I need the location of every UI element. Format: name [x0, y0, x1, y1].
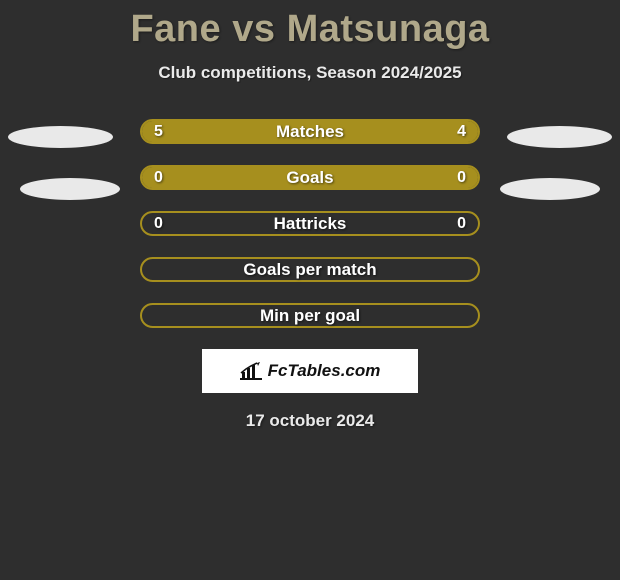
chart-icon [240, 362, 262, 380]
stat-row: Matches 5 4 [140, 119, 480, 144]
decorative-ellipse [507, 126, 612, 148]
stat-label: Min per goal [260, 306, 360, 326]
stat-row-inner: Matches [142, 121, 478, 142]
stat-row: Min per goal [140, 303, 480, 328]
stat-row-inner: Min per goal [142, 305, 478, 326]
player2-name: Matsunaga [287, 8, 490, 50]
stat-row: Goals 0 0 [140, 165, 480, 190]
subtitle: Club competitions, Season 2024/2025 [0, 63, 620, 83]
stat-value-right: 4 [457, 121, 466, 142]
stat-row: Goals per match [140, 257, 480, 282]
stat-value-right: 0 [457, 213, 466, 234]
stat-value-left: 0 [154, 213, 163, 234]
stat-label: Hattricks [274, 214, 347, 234]
stat-label: Matches [276, 122, 344, 142]
date-text: 17 october 2024 [0, 411, 620, 431]
stat-row-inner: Goals [142, 167, 478, 188]
stat-label: Goals per match [243, 260, 376, 280]
badge-text: FcTables.com [268, 361, 381, 381]
decorative-ellipse [500, 178, 600, 200]
comparison-rows: Matches 5 4 Goals 0 0 Hattricks 0 0 Goals per mat… [0, 119, 620, 328]
stat-row-inner: Hattricks [142, 213, 478, 234]
decorative-ellipse [20, 178, 120, 200]
vs-text: vs [232, 8, 275, 50]
source-badge: FcTables.com [202, 349, 418, 393]
stat-value-right: 0 [457, 167, 466, 188]
stat-value-left: 5 [154, 121, 163, 142]
stat-row: Hattricks 0 0 [140, 211, 480, 236]
stat-value-left: 0 [154, 167, 163, 188]
page-title: Fane vs Matsunaga [0, 0, 620, 51]
stat-label: Goals [286, 168, 333, 188]
decorative-ellipse [8, 126, 113, 148]
stat-row-inner: Goals per match [142, 259, 478, 280]
player1-name: Fane [130, 8, 221, 50]
